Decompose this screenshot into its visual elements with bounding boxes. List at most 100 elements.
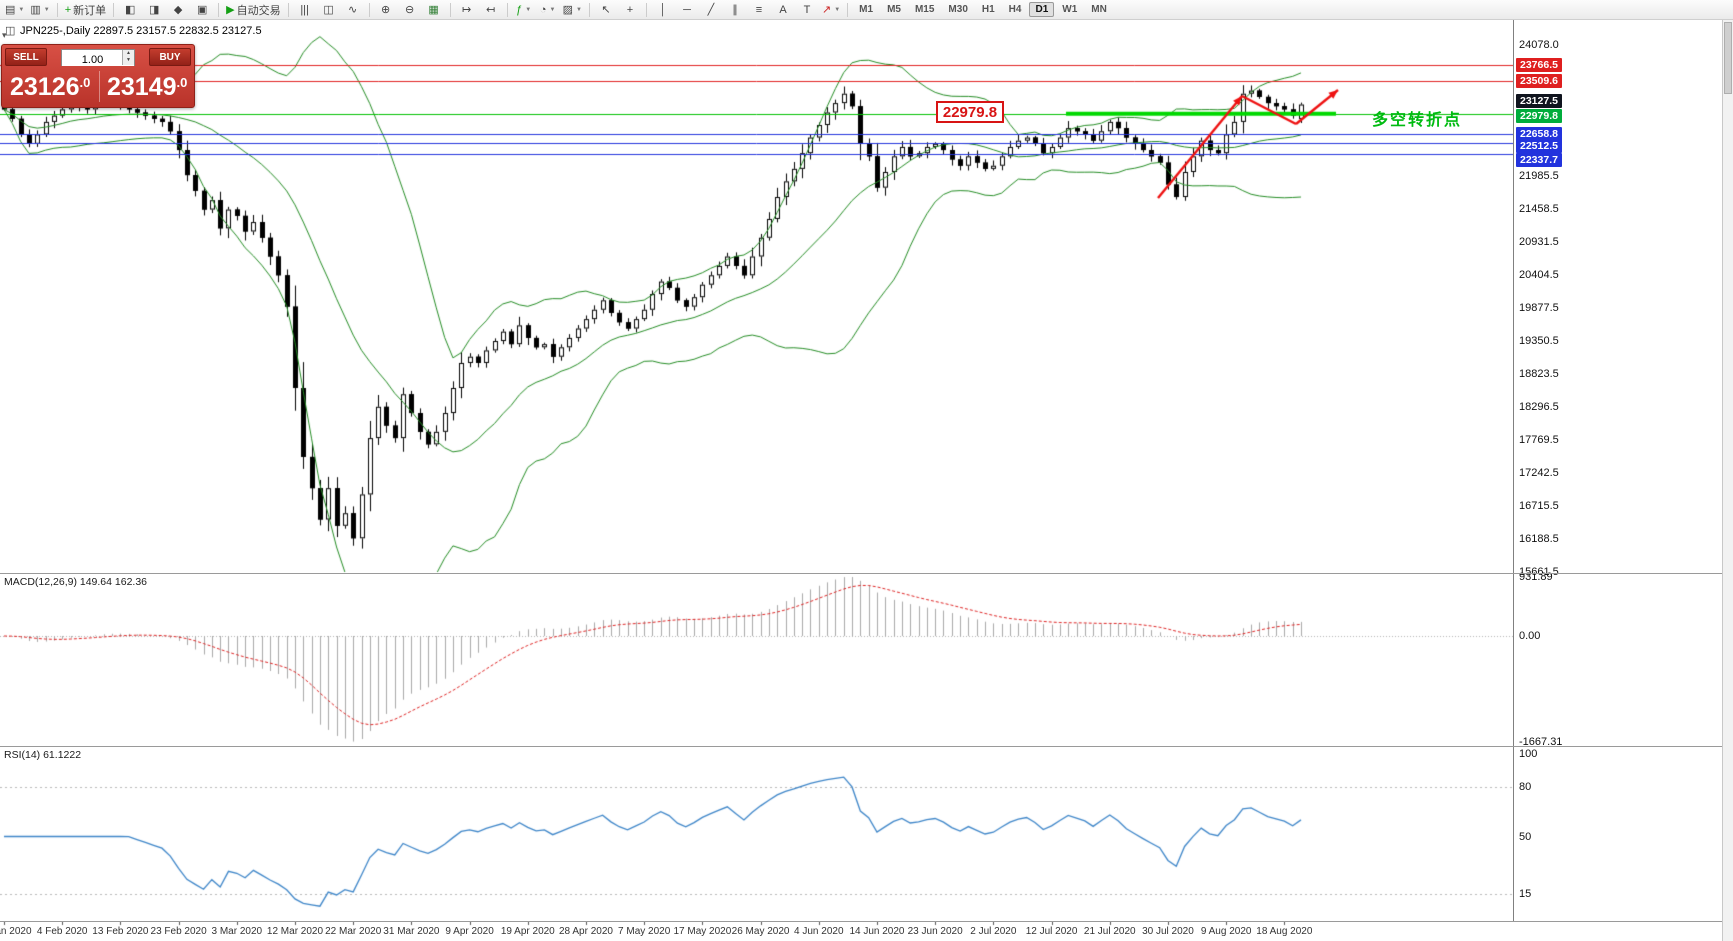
text-icon[interactable]: A <box>772 2 794 18</box>
market-watch-icon[interactable]: ◧ <box>119 2 141 18</box>
new-chart-icon-dropdown[interactable]: ▼ <box>18 6 25 13</box>
candlestick-chart-icon-glyph: ◫ <box>323 3 334 16</box>
buy-button[interactable]: BUY <box>149 48 191 66</box>
indicators-icon[interactable]: ƒ ▼ <box>513 2 535 18</box>
periods-icon-glyph: ◔ <box>539 3 547 16</box>
cursor-icon[interactable]: ↖ <box>595 2 617 18</box>
horizontal-line-icon[interactable]: ─ <box>676 2 698 18</box>
time-axis-label: 3 Mar 2020 <box>211 926 263 937</box>
panel-separator[interactable] <box>0 746 1722 747</box>
crosshair-icon[interactable]: + <box>619 2 641 18</box>
zoom-out-icon[interactable]: ⊖ <box>399 2 421 18</box>
time-axis-label: 17 May 2020 <box>673 926 732 937</box>
vertical-line-icon[interactable]: │ <box>652 2 674 18</box>
indicators-icon-glyph: ƒ <box>516 3 523 16</box>
panel-separator[interactable] <box>0 573 1722 574</box>
macd-axis-label: -1667.31 <box>1519 735 1563 748</box>
price-axis-label: 21985.5 <box>1519 170 1559 183</box>
price-level-label-support: 22658.8 <box>1516 126 1562 141</box>
time-axis-label: 23 Jun 2020 <box>907 926 963 937</box>
price-axis-label: 19877.5 <box>1519 302 1559 314</box>
text-label-icon-glyph: T <box>803 3 811 16</box>
price-axis-label: 20404.5 <box>1519 269 1559 282</box>
toolbar-separator <box>645 2 647 17</box>
sell-price-frac: .0 <box>79 75 91 90</box>
autotrading-button-label: 自动交易 <box>236 4 281 17</box>
toolbar-separator <box>56 2 58 17</box>
candlestick-chart-icon[interactable]: ◫ <box>318 2 340 18</box>
zoom-in-icon[interactable]: ⊕ <box>375 2 397 18</box>
arrows-icon[interactable]: ↗ ▼ <box>820 2 842 18</box>
timeframe-m1[interactable]: M1 <box>859 4 874 15</box>
macd-axis-label: 0.00 <box>1519 630 1541 642</box>
price-axis-label: 16188.5 <box>1519 533 1559 545</box>
scrollbar-thumb[interactable] <box>1724 22 1732 94</box>
volume-input[interactable] <box>62 53 134 66</box>
profiles-icon-dropdown[interactable]: ▼ <box>43 6 50 13</box>
volume-decrease-button[interactable]: ▼ <box>123 57 134 65</box>
timeframe-h1[interactable]: H1 <box>981 4 995 15</box>
templates-icon-dropdown[interactable]: ▼ <box>576 6 582 13</box>
fibonacci-icon[interactable]: ≡ <box>748 2 770 18</box>
time-axis-label: 28 Apr 2020 <box>559 926 613 937</box>
toolbar-separator <box>847 2 849 17</box>
vertical-scrollbar[interactable] <box>1722 20 1733 941</box>
channel-icon[interactable]: ∥ <box>724 2 746 18</box>
price-axis-label: 18823.5 <box>1519 368 1559 380</box>
time-axis-label: 30 Jul 2020 <box>1142 926 1194 937</box>
autotrading-button[interactable]: ▶ 自动交易 <box>224 2 282 18</box>
price-annotation-tag[interactable]: 22979.8 <box>936 101 1004 123</box>
volume-increase-button[interactable]: ▲ <box>123 49 134 57</box>
sell-price[interactable]: 23126.0 <box>4 68 99 105</box>
timeframe-m5[interactable]: M5 <box>887 4 901 15</box>
time-axis-label: 21 Jul 2020 <box>1083 926 1136 937</box>
profiles-icon[interactable]: ▥ ▼ <box>28 2 51 18</box>
periods-icon[interactable]: ◔ ▼ <box>537 2 559 18</box>
price-axis-label: 19350.5 <box>1519 335 1559 347</box>
cursor-icon-glyph: ↖ <box>601 3 611 16</box>
new-order-button-label: 新订单 <box>73 4 107 17</box>
timeframe-w1[interactable]: W1 <box>1062 4 1078 15</box>
navigator-icon[interactable]: ◆ <box>167 2 189 18</box>
new-order-button[interactable]: + 新订单 <box>63 2 108 18</box>
time-axis-label: 26 May 2020 <box>731 926 790 937</box>
terminal-icon[interactable]: ▣ <box>191 2 213 18</box>
data-window-icon[interactable]: ◨ <box>143 2 165 18</box>
profiles-icon-glyph: ▥ <box>30 3 41 16</box>
timeframe-m30[interactable]: M30 <box>948 4 968 15</box>
trade-panel-collapse-icon[interactable]: ▾ <box>2 30 7 40</box>
toolbar-separator <box>113 2 115 17</box>
chart-title-icon: ◫ <box>5 25 16 37</box>
periods-icon-dropdown[interactable]: ▼ <box>549 6 556 13</box>
arrows-icon-dropdown[interactable]: ▼ <box>834 6 841 13</box>
sell-button[interactable]: SELL <box>5 48 47 66</box>
trendline-icon[interactable]: ╱ <box>700 2 722 18</box>
trendline-icon-glyph: ╱ <box>707 3 715 16</box>
timeframe-h4[interactable]: H4 <box>1008 4 1022 15</box>
autotrading-button-glyph: ▶ <box>226 3 235 16</box>
text-label-icon[interactable]: T <box>796 2 818 18</box>
chart-shift-icon-glyph: ↤ <box>486 3 496 16</box>
new-chart-icon[interactable]: ▤ ▼ <box>3 2 26 18</box>
timeframe-d1[interactable]: D1 <box>1029 2 1055 17</box>
indicators-icon-dropdown[interactable]: ▼ <box>525 6 532 13</box>
rsi-axis-label: 100 <box>1519 748 1538 760</box>
tile-windows-icon[interactable]: ▦ <box>423 2 445 18</box>
timeframe-m15[interactable]: M15 <box>914 4 935 15</box>
chart-shift-icon[interactable]: ↤ <box>480 2 502 18</box>
auto-scroll-icon[interactable]: ↦ <box>456 2 478 18</box>
terminal-icon-glyph: ▣ <box>196 3 208 16</box>
price-level-label-support: 22337.7 <box>1516 152 1562 167</box>
buy-price[interactable]: 23149.0 <box>101 68 196 105</box>
line-chart-icon[interactable]: ∿ <box>342 2 364 18</box>
timeframe-mn[interactable]: MN <box>1091 4 1107 15</box>
chart-text-annotation[interactable]: 多空转折点 <box>1372 112 1463 129</box>
time-axis-label: 4 Jun 2020 <box>794 926 844 937</box>
toolbar-separator <box>449 2 451 17</box>
fibonacci-icon-glyph: ≡ <box>755 3 763 16</box>
templates-icon[interactable]: ▨ ▼ <box>561 2 584 18</box>
bar-chart-icon[interactable]: ||| <box>294 2 316 18</box>
price-axis[interactable]: 24078.0 21985.5 21458.5 20931.5 20404.5 19877… <box>1513 20 1723 921</box>
